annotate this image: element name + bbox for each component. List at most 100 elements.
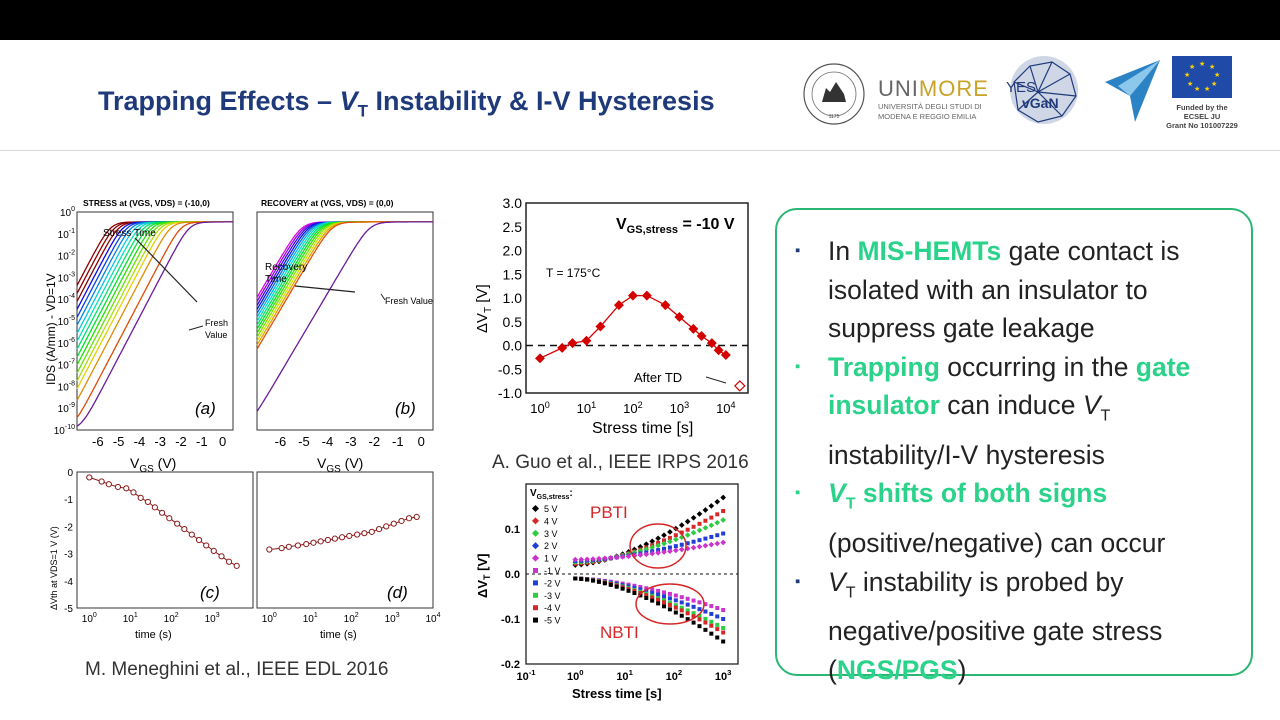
mt-xtick: 102 xyxy=(623,400,643,416)
svg-text:★: ★ xyxy=(1187,80,1193,88)
panel-d-xticks: 100 101 102 103 104 xyxy=(262,612,441,625)
mt-xticks: 100 101 102 103 104 xyxy=(530,400,735,416)
mb-point xyxy=(709,515,714,520)
vth-point xyxy=(303,540,310,548)
dvt-point xyxy=(595,321,606,332)
funded-line3: Grant No 101007229 xyxy=(1166,121,1238,130)
mb-point xyxy=(662,590,667,595)
mb-point xyxy=(709,619,714,624)
mb-point xyxy=(715,627,720,632)
mb-point xyxy=(720,517,726,523)
panel-c-ytick: -4 xyxy=(64,577,73,588)
panel-a-title: STRESS at (VGS, VDS) = (-10,0) xyxy=(83,198,210,208)
mb-point xyxy=(662,546,667,551)
mb-point xyxy=(638,593,643,598)
transfer-curve xyxy=(256,221,433,412)
vth-point xyxy=(346,532,353,540)
mb-legend-title: VGS,stress: xyxy=(530,488,573,501)
mb-point xyxy=(703,616,708,621)
mb-point xyxy=(673,533,678,538)
dvt-point xyxy=(557,342,568,353)
vth-point xyxy=(338,534,346,541)
mb-point xyxy=(702,507,709,513)
panel-a-ytick: 10-3 xyxy=(58,271,75,284)
mb-point xyxy=(679,600,684,605)
xtick: -3 xyxy=(154,434,166,449)
mb-point xyxy=(696,527,703,534)
vth-point xyxy=(398,517,405,525)
xtick: -4 xyxy=(322,434,334,449)
panel-d-xlabel: time (s) xyxy=(320,629,357,641)
pbti-circle xyxy=(629,523,687,569)
mb-point xyxy=(644,593,649,598)
mb-point xyxy=(667,607,672,612)
legend-label: -5 V xyxy=(544,616,561,626)
xtick: 103 xyxy=(205,612,220,625)
mb-point xyxy=(721,630,726,635)
mt-yticks: 3.0 2.5 2.0 1.5 1.0 0.5 0.0 -0.5 -1.0 xyxy=(498,195,522,401)
mb-point xyxy=(626,588,631,593)
mt-ytick: 1.0 xyxy=(503,290,523,306)
mb-point xyxy=(591,578,596,583)
legend-marker xyxy=(531,542,540,550)
mb-point xyxy=(697,538,702,543)
yesvgan-text: YES xyxy=(1006,79,1036,96)
mb-point xyxy=(691,611,696,616)
mb-point xyxy=(632,588,637,593)
mt-plot xyxy=(526,290,748,392)
vth-point xyxy=(375,526,383,533)
panel-a-curves xyxy=(76,221,233,427)
panel-b-title: RECOVERY at (VGS, VDS) = (0,0) xyxy=(261,198,394,208)
vth-point xyxy=(324,536,331,544)
mb-point xyxy=(596,579,601,584)
xtick: 103 xyxy=(385,612,400,625)
mb-point xyxy=(573,576,578,581)
mb-point xyxy=(685,611,690,616)
mb-point xyxy=(691,620,696,625)
unimore-line1: UNIVERSITÀ DEGLI STUDI DI xyxy=(878,102,982,111)
mb-point xyxy=(709,604,714,609)
panel-a-ytick: 10-2 xyxy=(58,250,75,263)
mb-point xyxy=(662,594,667,599)
mb-pbti: PBTI xyxy=(590,503,628,522)
mb-point xyxy=(703,518,708,523)
panel-c-frame xyxy=(76,471,254,609)
panel-a-ytick: 10-4 xyxy=(58,293,75,306)
mb-ytick: 0.0 xyxy=(505,569,520,581)
mb-xlabel: Stress time [s] xyxy=(572,686,662,701)
legend-marker xyxy=(533,568,538,573)
mb-point xyxy=(708,503,715,509)
vth-point xyxy=(130,489,137,496)
legend-label: -2 V xyxy=(544,578,561,588)
panel-c-ytick: -1 xyxy=(64,495,73,506)
xtick: -2 xyxy=(369,434,381,449)
mt-ytick: -1.0 xyxy=(498,385,522,401)
legend-marker xyxy=(531,554,540,562)
panel-c-label: (c) xyxy=(200,583,220,602)
stress-arrow xyxy=(134,237,198,303)
legend-label: -1 V xyxy=(544,566,561,576)
mt-xtick: 100 xyxy=(530,400,550,416)
mb-point xyxy=(690,544,697,551)
mb-point xyxy=(643,551,650,558)
xtick: -3 xyxy=(345,434,357,449)
mb-point xyxy=(644,586,649,591)
mb-point xyxy=(678,546,685,553)
mb-point xyxy=(690,514,697,521)
vth-point xyxy=(368,528,375,535)
mb-point xyxy=(608,582,613,587)
bullet-2-marker: ▪ xyxy=(795,357,801,375)
panel-a-xticks: -6 -5 -4 -3 -2 -1 0 xyxy=(92,434,226,449)
mb-point xyxy=(661,532,667,539)
vth-point xyxy=(317,538,324,545)
mb-point xyxy=(720,539,726,546)
mb-point xyxy=(673,547,679,554)
mb-point xyxy=(673,593,678,598)
mb-point xyxy=(602,581,607,586)
panel-a-ytick: 10-10 xyxy=(54,424,75,437)
citation-guo: A. Guo et al., IEEE IRPS 2016 xyxy=(492,452,749,473)
annot-recovery1: Recovery xyxy=(265,262,307,273)
mb-point xyxy=(667,535,672,540)
legend-label: 5 V xyxy=(544,504,558,514)
mb-point xyxy=(697,613,702,618)
